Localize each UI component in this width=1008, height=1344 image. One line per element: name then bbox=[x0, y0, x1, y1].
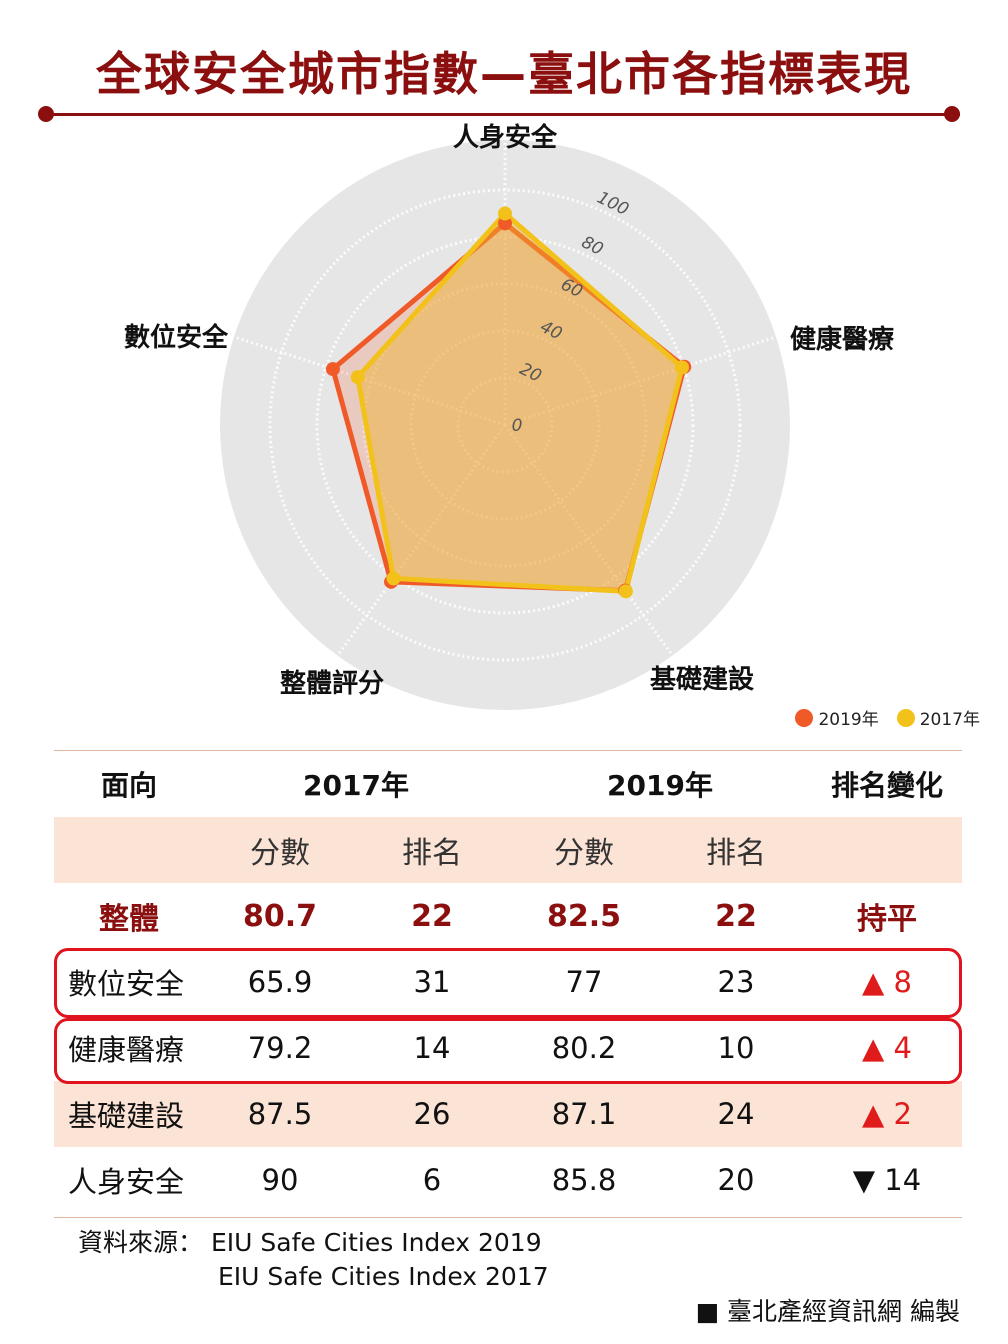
legend-label-2019: 2019年 bbox=[818, 710, 879, 730]
overall-change: 持平 bbox=[857, 902, 917, 937]
source-note: 資料來源： EIU Safe Cities Index 2019 EIU Saf… bbox=[78, 1226, 549, 1294]
radar-grid-ring bbox=[409, 329, 601, 521]
table-row-overall: 整體 80.7 22 82.5 22 持平 bbox=[54, 883, 962, 949]
credit-note: ■ 臺北產經資訊網 編製 bbox=[695, 1297, 960, 1326]
data-point-2017年-人身安全 bbox=[498, 206, 512, 221]
table-bottom-rule bbox=[54, 1217, 962, 1218]
legend-item-2017: 2017年 bbox=[896, 705, 980, 730]
axis-label-健康醫療: 健康醫療 bbox=[790, 324, 895, 355]
radial-tick-label: 0 bbox=[512, 416, 523, 436]
subheader-rank-2019: 排名 bbox=[706, 836, 766, 871]
highlight-frame-digital-security bbox=[54, 948, 962, 1018]
row-score-2017: 87.5 bbox=[247, 1097, 313, 1131]
table-row: 基礎建設 87.5 26 87.1 24 ▲ 2 bbox=[54, 1081, 962, 1147]
row-score-2017: 65.9 bbox=[247, 965, 313, 999]
legend-marker-2017 bbox=[896, 708, 915, 727]
axis-label-數位安全: 數位安全 bbox=[124, 322, 229, 353]
overall-rank-2017: 22 bbox=[411, 898, 453, 934]
subheader-rank-2017: 排名 bbox=[402, 836, 462, 871]
data-point-2017年-健康醫療 bbox=[675, 360, 690, 375]
comparison-table: 面向 2017年 2019年 排名變化 分數 排名 分數 排名 整體 80.7 … bbox=[54, 750, 962, 1213]
source-line-1: EIU Safe Cities Index 2019 bbox=[210, 1228, 542, 1257]
subheader-score-2019: 分數 bbox=[554, 836, 614, 871]
row-label: 數位安全 bbox=[68, 967, 185, 1001]
table-header-row: 面向 2017年 2019年 排名變化 bbox=[54, 750, 962, 817]
title-rule-dot-right bbox=[944, 106, 960, 122]
row-rank-2019: 23 bbox=[717, 965, 755, 999]
overall-label: 整體 bbox=[99, 902, 159, 937]
table-subheader-row: 分數 排名 分數 排名 bbox=[54, 817, 962, 883]
row-score-2019: 85.8 bbox=[551, 1163, 617, 1197]
highlight-frame-health bbox=[54, 1018, 962, 1084]
row-score-2019: 80.2 bbox=[551, 1031, 617, 1065]
data-point-2017年-整體評分 bbox=[386, 571, 401, 586]
row-score-2017: 90 bbox=[261, 1163, 299, 1197]
header-2019: 2019年 bbox=[607, 769, 713, 802]
data-point-2019年-人身安全 bbox=[498, 216, 512, 231]
header-aspect: 面向 bbox=[100, 769, 157, 802]
series-area-2017年 bbox=[355, 211, 685, 594]
row-rank-2019: 20 bbox=[717, 1163, 755, 1197]
row-rank-2017: 31 bbox=[413, 965, 451, 999]
overall-score-2017: 80.7 bbox=[242, 898, 318, 934]
subheader-score-2017: 分數 bbox=[250, 836, 310, 871]
axis-label-整體評分: 整體評分 bbox=[280, 668, 384, 699]
overall-rank-2019: 22 bbox=[715, 898, 757, 934]
data-point-2017年-基礎建設 bbox=[618, 584, 633, 599]
source-line-2: EIU Safe Cities Index 2017 bbox=[218, 1262, 549, 1291]
data-point-2017年-數位安全 bbox=[350, 370, 365, 385]
row-label: 基礎建設 bbox=[68, 1099, 185, 1133]
row-rank-2017: 6 bbox=[422, 1163, 442, 1197]
row-score-2019: 87.1 bbox=[551, 1097, 617, 1131]
table-row: 健康醫療 79.2 14 80.2 10 ▲ 4 bbox=[54, 1015, 962, 1081]
row-rank-change: ▲ 4 bbox=[862, 1031, 912, 1065]
row-score-2017: 79.2 bbox=[247, 1031, 313, 1065]
legend-label-2017: 2017年 bbox=[919, 710, 980, 730]
data-point-2019年-數位安全 bbox=[325, 362, 340, 377]
title-divider bbox=[44, 113, 960, 116]
legend-marker-2019 bbox=[795, 708, 814, 727]
row-rank-change: ▼ 14 bbox=[852, 1163, 922, 1197]
chart-legend: 2019年 2017年 bbox=[783, 705, 980, 730]
overall-score-2019: 82.5 bbox=[546, 898, 622, 934]
radar-grid-ring bbox=[362, 282, 648, 568]
row-score-2019: 77 bbox=[565, 965, 603, 999]
axis-label-人身安全: 人身安全 bbox=[453, 122, 558, 153]
page-title: 全球安全城市指數—臺北市各指標表現 bbox=[96, 47, 912, 101]
axis-label-基礎建設: 基礎建設 bbox=[650, 664, 755, 695]
table-row: 數位安全 65.9 31 77 23 ▲ 8 bbox=[54, 949, 962, 1015]
table-row: 人身安全 90 6 85.8 20 ▼ 14 bbox=[54, 1147, 962, 1213]
row-rank-change: ▲ 2 bbox=[862, 1097, 912, 1131]
row-label: 健康醫療 bbox=[68, 1033, 185, 1067]
row-rank-2019: 24 bbox=[717, 1097, 755, 1131]
source-label: 資料來源： bbox=[78, 1228, 204, 1257]
row-rank-2017: 26 bbox=[413, 1097, 451, 1131]
row-rank-2017: 14 bbox=[413, 1031, 451, 1065]
row-rank-2019: 10 bbox=[717, 1031, 755, 1065]
legend-item-2019: 2019年 bbox=[795, 705, 879, 730]
header-rank-change: 排名變化 bbox=[830, 769, 943, 802]
row-label: 人身安全 bbox=[68, 1165, 185, 1199]
radar-grid-ring bbox=[315, 235, 695, 615]
row-rank-change: ▲ 8 bbox=[862, 965, 912, 999]
header-2017: 2017年 bbox=[303, 769, 409, 802]
